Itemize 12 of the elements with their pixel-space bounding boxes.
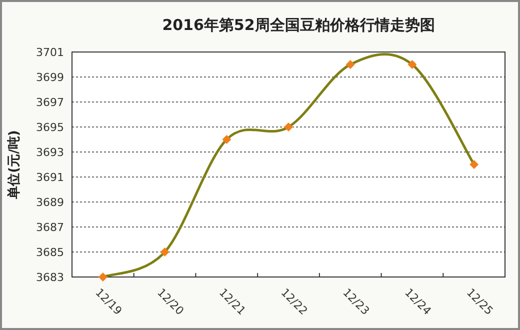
y-tick-label: 3697 [36, 96, 64, 109]
y-tick-label: 3701 [36, 46, 64, 59]
y-tick-label: 3695 [36, 121, 64, 134]
y-tick-label: 3683 [36, 271, 64, 284]
y-axis-title: 单位(元/吨) [6, 130, 22, 200]
y-tick-label: 3691 [36, 171, 64, 184]
y-tick-label: 3685 [36, 246, 64, 259]
y-tick-label: 3689 [36, 196, 64, 209]
y-tick-label: 3693 [36, 146, 64, 159]
y-tick-label: 3687 [36, 221, 64, 234]
chart-title: 2016年第52周全国豆粕价格行情走势图 [162, 16, 435, 34]
y-tick-label: 3699 [36, 71, 64, 84]
